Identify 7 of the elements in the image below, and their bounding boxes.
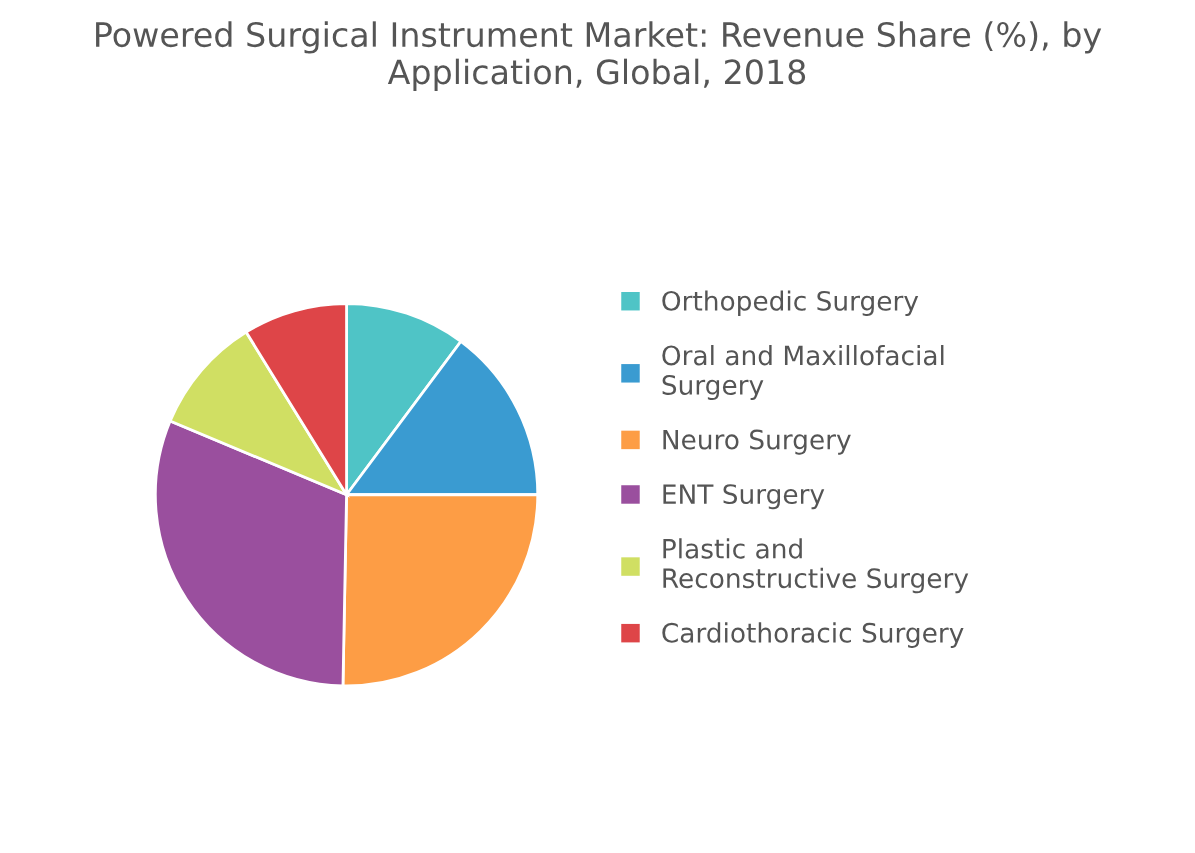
legend-label: ENT Surgery [663, 484, 825, 510]
legend-label: Oral and Maxillofacial Surgery [662, 344, 944, 401]
chart-title: Powered Surgical Instrument Market: Revenue Share (%), by Application, Global, 2018 [96, 21, 1102, 91]
legend-label: Cardiothoracic Surgery [662, 622, 964, 648]
legend-label: Orthopedic Surgery [662, 290, 919, 316]
legend-label: Neuro Surgery [663, 429, 851, 455]
legend-label: Plastic and Reconstructive Surgery [663, 538, 969, 594]
